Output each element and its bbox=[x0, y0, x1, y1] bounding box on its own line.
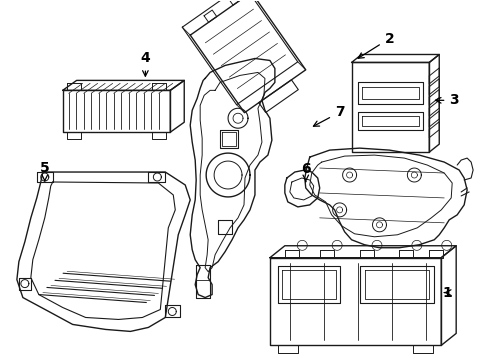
Text: 7: 7 bbox=[314, 105, 344, 126]
Text: 5: 5 bbox=[40, 161, 49, 181]
Text: 4: 4 bbox=[141, 51, 150, 76]
Text: 2: 2 bbox=[358, 32, 394, 58]
Text: 6: 6 bbox=[301, 162, 311, 182]
Text: 3: 3 bbox=[436, 93, 459, 107]
Text: 1: 1 bbox=[442, 285, 452, 300]
